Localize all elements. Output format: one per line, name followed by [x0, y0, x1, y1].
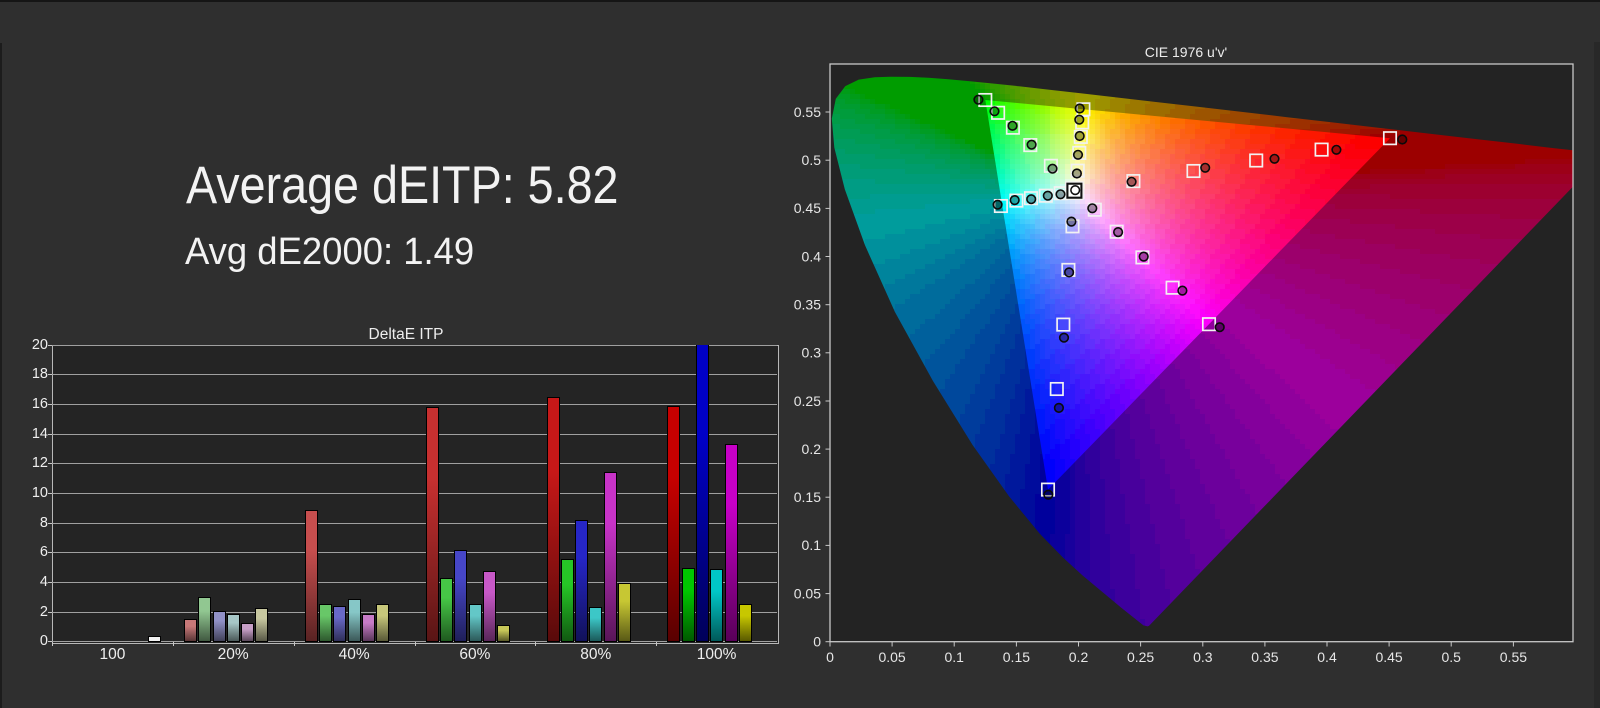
svg-text:0.2: 0.2	[1069, 649, 1089, 665]
svg-text:0.15: 0.15	[794, 489, 821, 505]
svg-text:0.3: 0.3	[1193, 649, 1213, 665]
svg-text:0: 0	[826, 649, 834, 665]
svg-text:0.45: 0.45	[794, 200, 821, 216]
svg-text:0.2: 0.2	[802, 441, 822, 457]
svg-text:0.05: 0.05	[878, 649, 905, 665]
svg-text:0.55: 0.55	[794, 104, 821, 120]
svg-text:0.4: 0.4	[1317, 649, 1337, 665]
svg-text:CIE 1976 u'v': CIE 1976 u'v'	[1145, 44, 1227, 60]
svg-text:0.55: 0.55	[1500, 649, 1527, 665]
svg-text:0.35: 0.35	[794, 297, 821, 313]
svg-text:0.35: 0.35	[1251, 649, 1278, 665]
svg-text:0.45: 0.45	[1375, 649, 1402, 665]
svg-text:0.25: 0.25	[794, 393, 821, 409]
svg-text:0.5: 0.5	[1441, 649, 1461, 665]
svg-text:0.1: 0.1	[802, 537, 822, 553]
svg-text:0.3: 0.3	[802, 345, 822, 361]
svg-text:0.05: 0.05	[794, 585, 821, 601]
svg-text:0.25: 0.25	[1127, 649, 1154, 665]
svg-text:0.4: 0.4	[802, 248, 822, 264]
svg-text:0.1: 0.1	[944, 649, 964, 665]
svg-text:0: 0	[813, 634, 821, 650]
svg-text:0.5: 0.5	[802, 152, 822, 168]
svg-text:0.15: 0.15	[1003, 649, 1030, 665]
